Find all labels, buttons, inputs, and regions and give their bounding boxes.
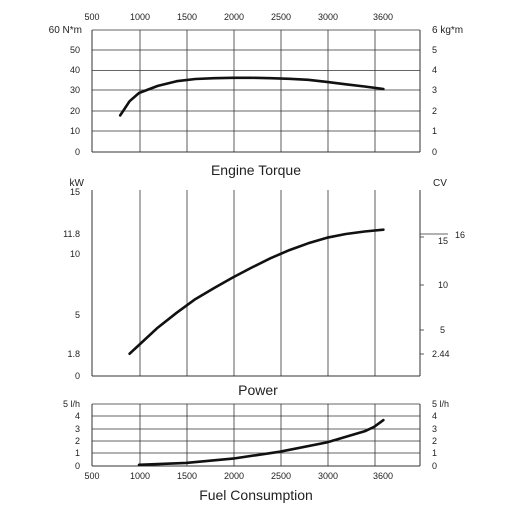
bottom-x-tick: 3600 xyxy=(373,471,393,481)
torque-left-tick: 20 xyxy=(70,106,80,116)
torque-right-tick: 2 xyxy=(432,106,437,116)
power-left-tick: 11.8 xyxy=(63,229,80,239)
torque-panel: 60 N*m 50 40 30 20 10 0 6 kg*m 5 4 3 2 1… xyxy=(49,25,463,178)
fuel-left-tick: 3 xyxy=(75,424,80,434)
torque-left-tick: 50 xyxy=(70,45,80,55)
bottom-x-tick: 1000 xyxy=(130,471,150,481)
power-panel: kW 15 11.8 10 5 1.8 0 CV 15 10 5 2.44 16… xyxy=(63,178,465,398)
torque-v-grid xyxy=(139,30,376,152)
fuel-curve xyxy=(137,418,385,467)
top-x-tick: 1500 xyxy=(177,12,197,22)
torque-left-tick: 40 xyxy=(70,65,80,75)
bottom-x-tick: 1500 xyxy=(177,471,197,481)
torque-h-grid xyxy=(92,29,420,132)
top-x-axis: 500 1000 1500 2000 2500 3000 3600 xyxy=(84,12,393,22)
torque-right-tick: 5 xyxy=(432,45,437,55)
fuel-right-tick: 1 xyxy=(432,448,437,458)
fuel-left-tick: 0 xyxy=(75,461,80,471)
torque-right-tick: 1 xyxy=(432,126,437,136)
fuel-left-tick: 1 xyxy=(75,448,80,458)
fuel-right-tick: 2 xyxy=(432,436,437,446)
power-left-tick: 1.8 xyxy=(67,349,80,359)
power-curve xyxy=(128,228,385,355)
power-left-tick: 10 xyxy=(70,249,80,259)
power-right-minor-ticks xyxy=(420,236,424,355)
data-curves xyxy=(118,76,385,467)
fuel-left-tick: 4 xyxy=(75,411,80,421)
bottom-x-tick: 500 xyxy=(84,471,99,481)
power-v-grid xyxy=(139,190,376,376)
top-x-tick: 1000 xyxy=(130,12,150,22)
power-right-tick: 2.44 xyxy=(432,349,450,359)
torque-curve xyxy=(118,76,385,117)
torque-right-tick: 4 xyxy=(432,65,437,75)
fuel-left-unit: 5 l/h xyxy=(63,399,80,409)
torque-left-unit: 60 N*m xyxy=(49,25,82,36)
power-right-unit: CV xyxy=(433,178,447,189)
torque-right-unit: 6 kg*m xyxy=(432,25,463,36)
fuel-h-grid xyxy=(92,403,420,454)
top-x-tick: 500 xyxy=(84,12,99,22)
power-right-tick: 15 xyxy=(438,236,448,246)
power-right-peak-label: 16 xyxy=(455,230,465,240)
top-x-tick: 3600 xyxy=(373,12,393,22)
torque-right-tick: 3 xyxy=(432,85,437,95)
top-x-tick: 2500 xyxy=(271,12,291,22)
top-x-tick: 3000 xyxy=(318,12,338,22)
fuel-right-tick: 0 xyxy=(432,461,437,471)
bottom-x-tick: 3000 xyxy=(318,471,338,481)
bottom-x-tick: 2000 xyxy=(224,471,244,481)
fuel-panel: 5 l/h 4 3 2 1 0 5 l/h 4 3 2 1 0 500 1000… xyxy=(63,399,449,503)
power-left-tick: 5 xyxy=(75,310,80,320)
fuel-chart-title: Fuel Consumption xyxy=(199,487,313,503)
power-left-unit: kW xyxy=(70,178,85,189)
fuel-v-grid xyxy=(139,404,376,466)
bottom-x-axis: 500 1000 1500 2000 2500 3000 3600 xyxy=(84,471,393,481)
torque-chart-title: Engine Torque xyxy=(211,162,301,178)
torque-right-tick: 0 xyxy=(432,147,437,157)
fuel-left-tick: 2 xyxy=(75,436,80,446)
top-x-tick: 2000 xyxy=(224,12,244,22)
fuel-right-tick: 3 xyxy=(432,424,437,434)
power-right-tick: 10 xyxy=(438,280,448,290)
power-right-tick: 5 xyxy=(440,325,445,335)
power-left-tick: 0 xyxy=(75,371,80,381)
fuel-right-tick: 4 xyxy=(432,411,437,421)
torque-left-tick: 10 xyxy=(70,126,80,136)
power-left-tick: 15 xyxy=(70,187,80,197)
bottom-x-tick: 2500 xyxy=(271,471,291,481)
torque-left-tick: 0 xyxy=(75,147,80,157)
torque-left-tick: 30 xyxy=(70,85,80,95)
fuel-right-unit: 5 l/h xyxy=(432,399,449,409)
power-chart-title: Power xyxy=(238,382,278,398)
